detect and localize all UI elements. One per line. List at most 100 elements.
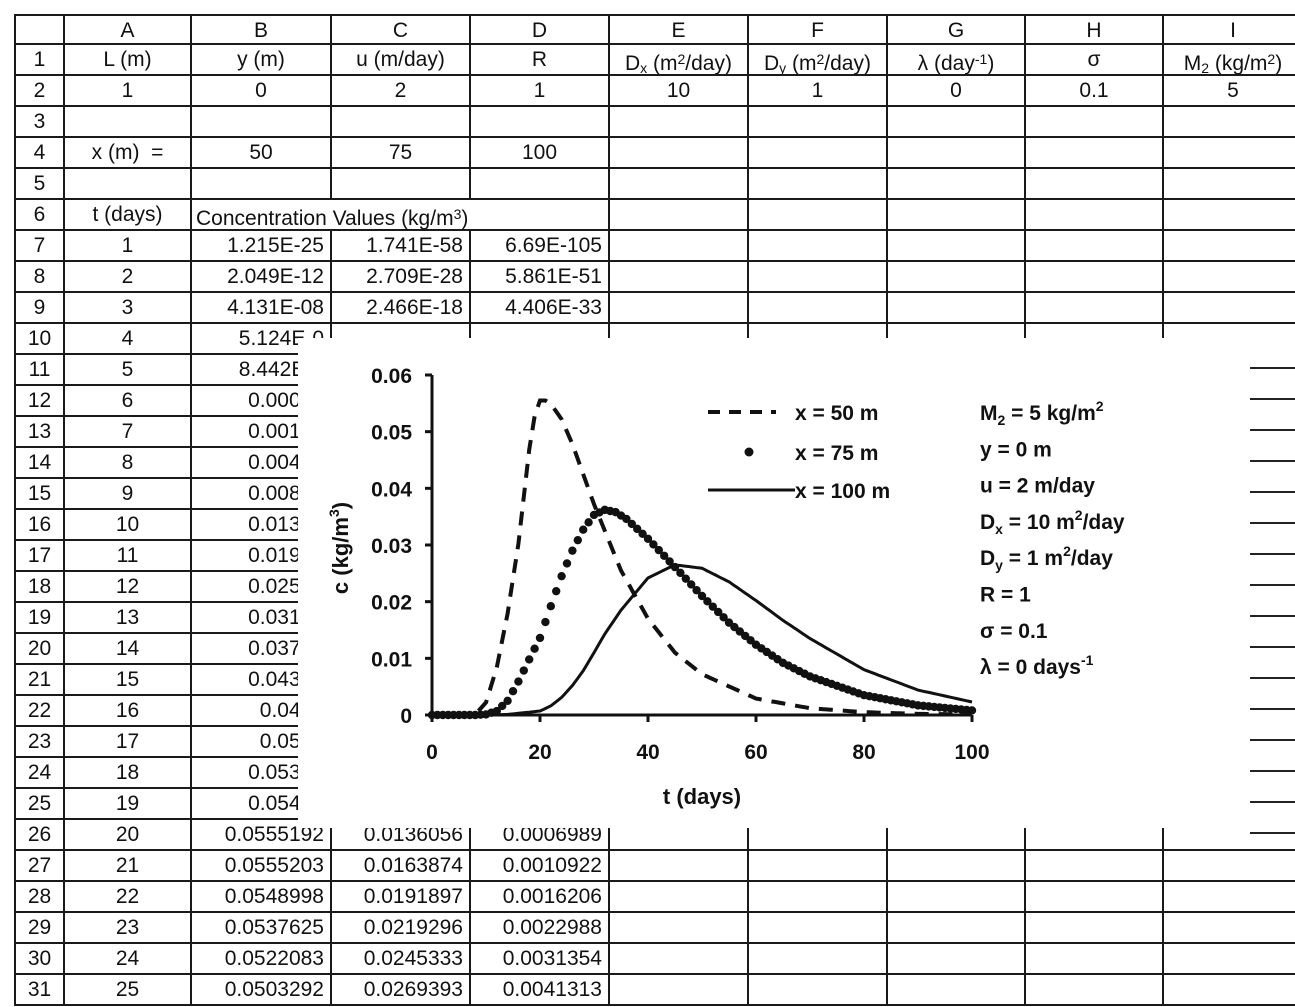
cell-concentration[interactable]: 0.0006989 (471, 820, 610, 851)
row-header[interactable]: 15 (14, 479, 65, 510)
cell[interactable] (1026, 882, 1164, 913)
row-header-4[interactable]: 4 (14, 138, 65, 169)
cell[interactable] (610, 975, 749, 1006)
cell-concentration[interactable]: 2.466E-18 (332, 293, 471, 324)
cell-h1[interactable]: σ (1026, 45, 1164, 76)
cell[interactable] (1026, 138, 1164, 169)
row-header[interactable]: 26 (14, 820, 65, 851)
cell-concentration[interactable]: 0.0503292 (192, 975, 332, 1006)
cell-d2[interactable]: 1 (471, 76, 610, 107)
row-header-6[interactable]: 6 (14, 200, 65, 231)
column-header-h[interactable]: H (1026, 14, 1164, 45)
row-header[interactable]: 9 (14, 293, 65, 324)
cell-concentration[interactable]: 0.0031354 (471, 944, 610, 975)
cell-e1[interactable]: Dx (m2/day) (610, 45, 749, 76)
cell[interactable] (610, 293, 749, 324)
cell-g1[interactable]: λ (day-1) (888, 45, 1026, 76)
column-header-d[interactable]: D (471, 14, 610, 45)
cell[interactable] (1026, 200, 1164, 231)
row-header-3[interactable]: 3 (14, 107, 65, 138)
cell[interactable] (1026, 107, 1164, 138)
cell[interactable] (1164, 138, 1295, 169)
cell-time[interactable]: 3 (65, 293, 192, 324)
cell-concentration[interactable]: 4.406E-33 (471, 293, 610, 324)
cell[interactable] (749, 944, 888, 975)
cell-concentration[interactable]: 0.0010922 (471, 851, 610, 882)
cell[interactable] (610, 169, 749, 200)
cell-time[interactable]: 14 (65, 634, 192, 665)
cell[interactable] (888, 262, 1026, 293)
column-header-i[interactable]: I (1164, 14, 1295, 45)
cell-time[interactable]: 10 (65, 510, 192, 541)
cell-time[interactable]: 21 (65, 851, 192, 882)
cell[interactable] (610, 944, 749, 975)
cell[interactable] (1164, 944, 1295, 975)
cell[interactable] (749, 293, 888, 324)
cell-concentration[interactable]: 0.0537625 (192, 913, 332, 944)
cell-b2[interactable]: 0 (192, 76, 332, 107)
column-header-g[interactable]: G (888, 14, 1026, 45)
row-header[interactable]: 21 (14, 665, 65, 696)
cell-time[interactable]: 6 (65, 386, 192, 417)
cell-e2[interactable]: 10 (610, 76, 749, 107)
column-header-f[interactable]: F (749, 14, 888, 45)
cell[interactable] (1164, 293, 1295, 324)
cell-time[interactable]: 16 (65, 696, 192, 727)
cell[interactable] (1164, 975, 1295, 1006)
cell-concentration[interactable]: 5.861E-51 (471, 262, 610, 293)
row-header[interactable]: 12 (14, 386, 65, 417)
cell-concentration[interactable]: 0.0136056 (332, 820, 471, 851)
cell[interactable] (65, 107, 192, 138)
cell[interactable] (610, 913, 749, 944)
cell-concentration[interactable]: 1.215E-25 (192, 231, 332, 262)
cell-a1[interactable]: L (m) (65, 45, 192, 76)
cell[interactable] (749, 820, 888, 851)
cell-a2[interactable]: 1 (65, 76, 192, 107)
row-header[interactable]: 16 (14, 510, 65, 541)
cell[interactable] (1164, 231, 1295, 262)
cell[interactable] (749, 975, 888, 1006)
cell-i2[interactable]: 5 (1164, 76, 1295, 107)
cell-b4[interactable]: 50 (192, 138, 332, 169)
cell-d4[interactable]: 100 (471, 138, 610, 169)
cell[interactable] (749, 882, 888, 913)
cell[interactable] (888, 200, 1026, 231)
cell[interactable] (1164, 200, 1295, 231)
cell[interactable] (888, 293, 1026, 324)
cell[interactable] (1026, 231, 1164, 262)
cell-time[interactable]: 18 (65, 758, 192, 789)
cell-time[interactable]: 23 (65, 913, 192, 944)
cell[interactable] (610, 107, 749, 138)
row-header[interactable]: 25 (14, 789, 65, 820)
cell[interactable] (610, 262, 749, 293)
cell-time[interactable]: 13 (65, 603, 192, 634)
cell[interactable] (471, 107, 610, 138)
cell-b6-concentration-title[interactable]: Concentration Values (kg/m3) (192, 200, 610, 231)
cell[interactable] (610, 820, 749, 851)
cell[interactable] (1164, 882, 1295, 913)
cell[interactable] (610, 231, 749, 262)
cell-time[interactable]: 20 (65, 820, 192, 851)
cell-concentration[interactable]: 2.709E-28 (332, 262, 471, 293)
cell-time[interactable]: 25 (65, 975, 192, 1006)
row-header[interactable]: 22 (14, 696, 65, 727)
cell[interactable] (749, 262, 888, 293)
row-header[interactable]: 13 (14, 417, 65, 448)
cell[interactable] (749, 913, 888, 944)
cell-time[interactable]: 12 (65, 572, 192, 603)
row-header[interactable]: 29 (14, 913, 65, 944)
cell-concentration[interactable]: 0.0555192 (192, 820, 332, 851)
cell[interactable] (888, 169, 1026, 200)
cell[interactable] (1026, 913, 1164, 944)
row-header[interactable]: 10 (14, 324, 65, 355)
cell[interactable] (610, 138, 749, 169)
cell[interactable] (471, 169, 610, 200)
cell[interactable] (888, 851, 1026, 882)
cell-time[interactable]: 22 (65, 882, 192, 913)
row-header-1[interactable]: 1 (14, 45, 65, 76)
row-header[interactable]: 17 (14, 541, 65, 572)
cell-concentration[interactable]: 0.0016206 (471, 882, 610, 913)
cell[interactable] (888, 138, 1026, 169)
cell-concentration[interactable]: 0.0163874 (332, 851, 471, 882)
cell[interactable] (192, 107, 332, 138)
